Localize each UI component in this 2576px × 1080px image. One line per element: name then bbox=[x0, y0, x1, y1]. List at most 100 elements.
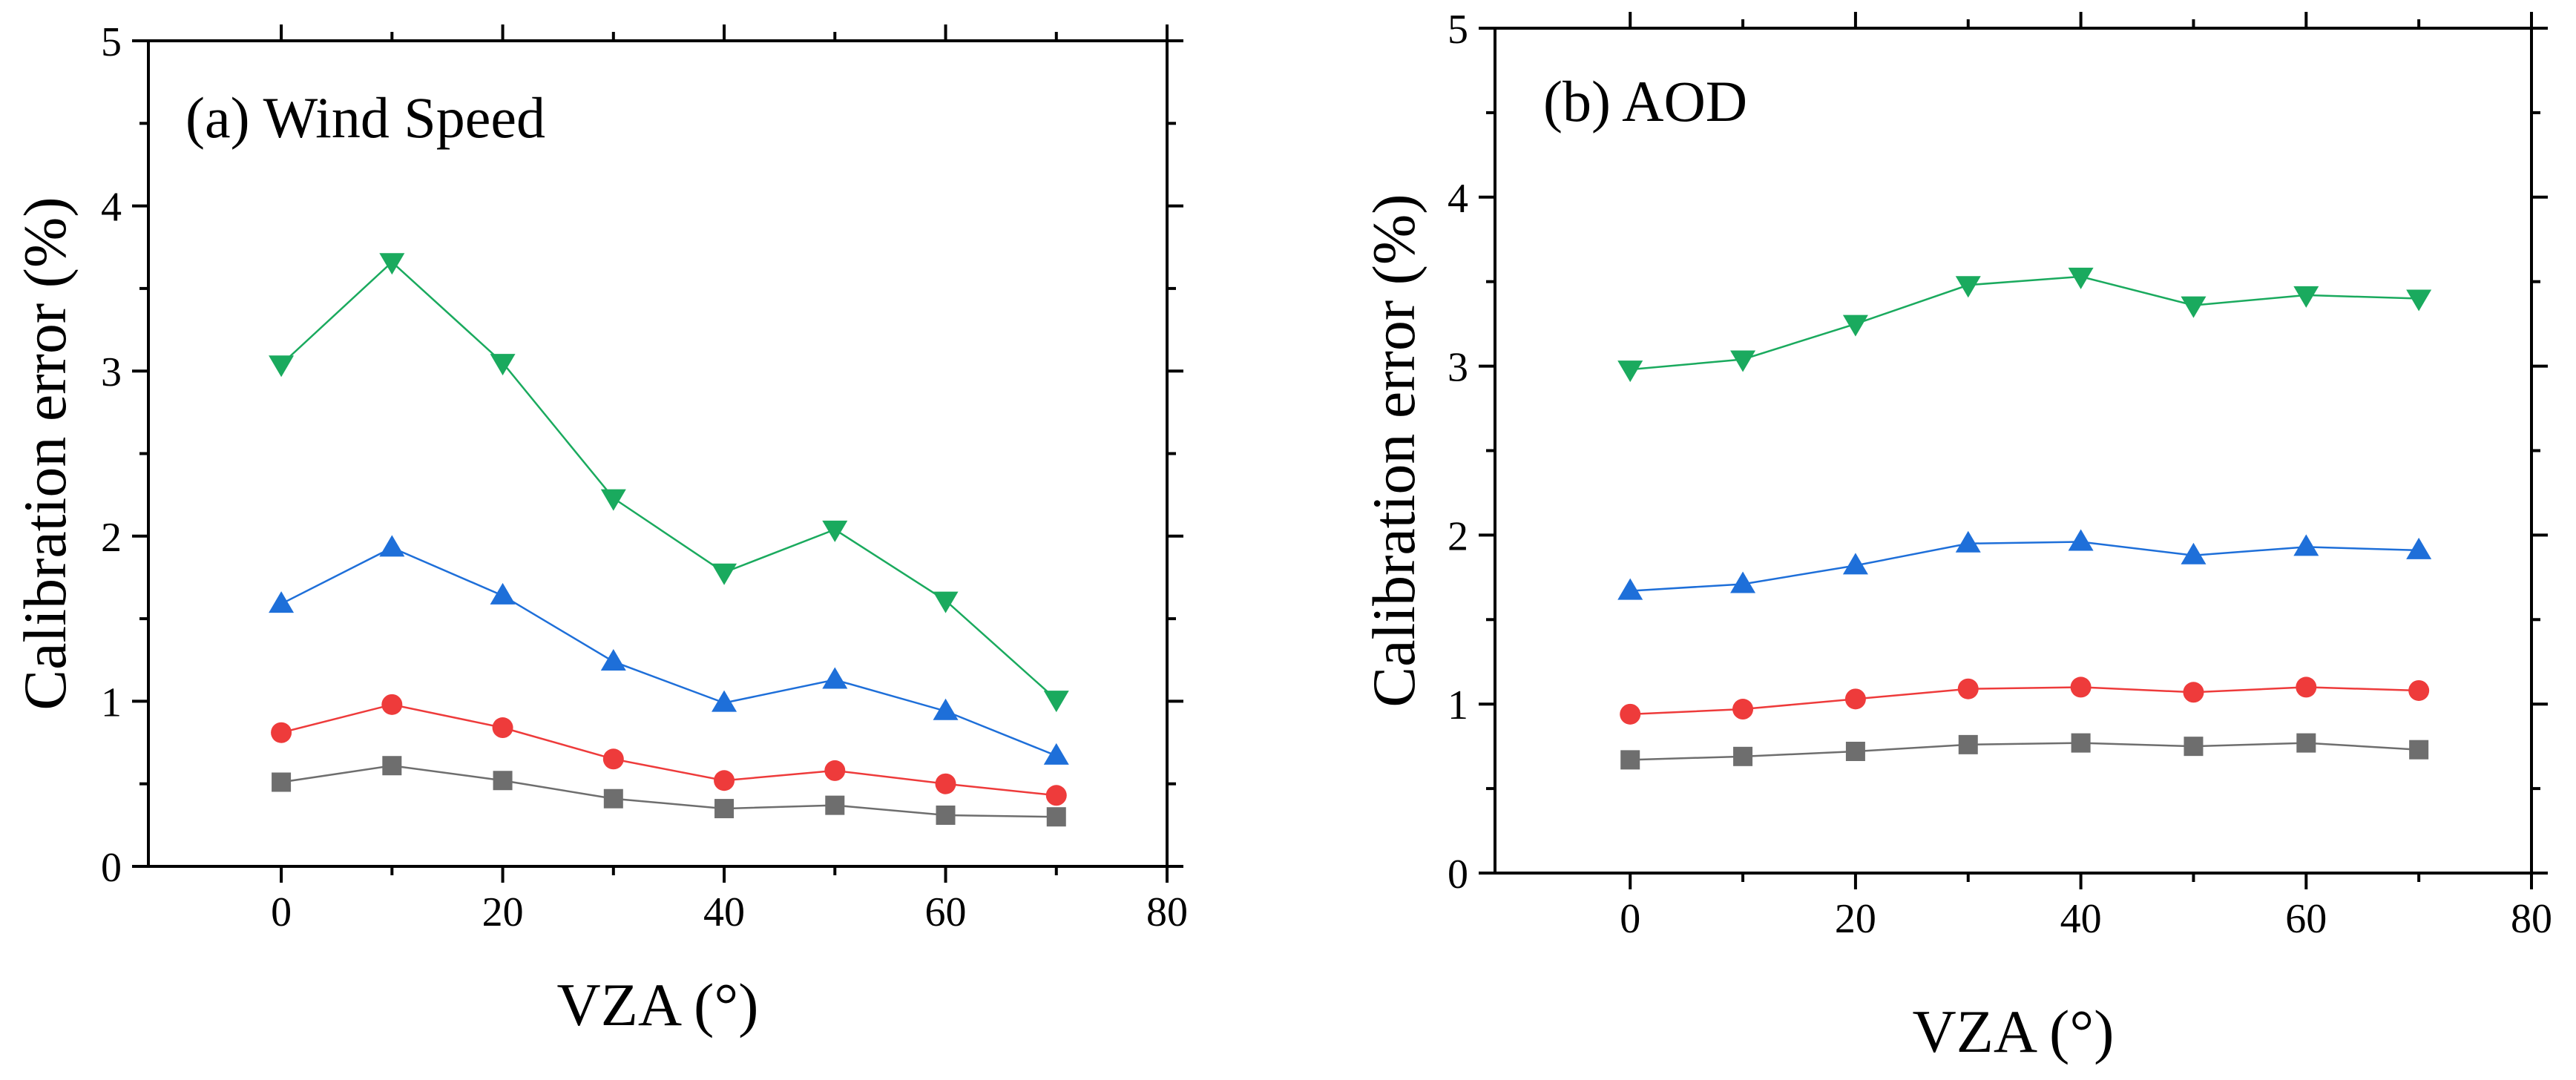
data-point-gray bbox=[1845, 741, 1865, 761]
y-tick-label: 5 bbox=[1448, 7, 1468, 53]
data-point-green bbox=[2406, 289, 2432, 312]
x-tick-label: 40 bbox=[2060, 896, 2102, 942]
data-point-blue bbox=[712, 690, 737, 712]
data-point-red bbox=[1045, 785, 1067, 806]
data-point-gray bbox=[272, 772, 292, 792]
data-point-gray bbox=[603, 788, 623, 809]
data-point-gray bbox=[1046, 807, 1066, 827]
data-point-blue bbox=[1043, 742, 1069, 765]
data-point-green bbox=[1730, 350, 1756, 372]
data-point-green bbox=[2181, 296, 2207, 318]
y-tick-label: 1 bbox=[101, 679, 122, 725]
data-point-red bbox=[2408, 679, 2430, 701]
series-line-green bbox=[280, 260, 1057, 701]
y-tick-label: 0 bbox=[101, 845, 122, 891]
y-axis-title: Calibration error (%) bbox=[11, 197, 79, 710]
data-point-blue bbox=[1842, 553, 1868, 575]
data-point-gray bbox=[1620, 750, 1640, 770]
y-axis-title: Calibration error (%) bbox=[1360, 194, 1427, 707]
y-tick-label: 3 bbox=[101, 349, 122, 395]
data-point-gray bbox=[382, 756, 402, 776]
data-point-green bbox=[269, 355, 295, 378]
data-point-green bbox=[600, 489, 626, 511]
data-point-blue bbox=[2406, 537, 2432, 559]
data-point-blue bbox=[379, 535, 405, 557]
y-tick-label: 2 bbox=[101, 515, 122, 561]
data-point-green bbox=[1617, 360, 1643, 383]
data-point-green bbox=[712, 563, 737, 585]
x-tick-label: 80 bbox=[1146, 889, 1188, 935]
data-point-red bbox=[1732, 699, 1754, 720]
data-point-blue bbox=[2181, 542, 2207, 564]
data-point-blue bbox=[490, 582, 516, 605]
data-point-gray bbox=[1733, 746, 1753, 766]
data-point-gray bbox=[825, 795, 845, 815]
series-line-green bbox=[1630, 275, 2419, 371]
data-point-blue bbox=[600, 648, 626, 671]
data-point-green bbox=[1043, 691, 1069, 713]
data-point-red bbox=[2183, 682, 2204, 703]
series-line-red bbox=[1630, 686, 2419, 716]
data-point-gray bbox=[2184, 737, 2204, 757]
data-point-blue bbox=[2068, 529, 2094, 551]
plot-frame bbox=[147, 39, 1169, 868]
x-tick-label: 20 bbox=[1835, 896, 1876, 942]
data-point-green bbox=[933, 591, 959, 613]
data-point-red bbox=[1620, 703, 1641, 725]
y-tick-label: 0 bbox=[1448, 852, 1468, 898]
data-point-blue bbox=[269, 591, 295, 613]
data-point-red bbox=[602, 748, 624, 770]
data-point-green bbox=[1842, 315, 1868, 337]
data-point-green bbox=[822, 520, 848, 542]
data-point-gray bbox=[493, 771, 513, 791]
series-line-gray bbox=[1630, 742, 2419, 761]
x-tick-label: 80 bbox=[2511, 896, 2552, 942]
y-tick-label: 5 bbox=[101, 19, 122, 65]
data-point-gray bbox=[1958, 734, 1978, 754]
panel-aod: 0 20 40 60 80 0 1 2 3 4 5 VZA (°) Calibration error … bbox=[1360, 7, 2552, 1065]
data-point-red bbox=[381, 694, 403, 715]
data-point-blue bbox=[2293, 534, 2319, 556]
data-point-red bbox=[935, 773, 956, 794]
data-point-red bbox=[2070, 676, 2092, 698]
data-point-red bbox=[1957, 678, 1979, 699]
data-point-red bbox=[714, 770, 735, 791]
data-point-blue bbox=[822, 667, 848, 689]
y-tick-label: 4 bbox=[101, 185, 122, 231]
panel-title: (b) AOD bbox=[1543, 69, 1747, 134]
data-point-red bbox=[1844, 688, 1866, 710]
data-point-red bbox=[824, 760, 846, 781]
series-line-blue bbox=[1630, 541, 2419, 592]
x-tick-label: 40 bbox=[703, 889, 745, 935]
series-line-red bbox=[280, 703, 1057, 797]
data-point-red bbox=[492, 717, 513, 739]
data-point-gray bbox=[2296, 733, 2316, 753]
data-point-gray bbox=[714, 799, 735, 819]
x-axis-title: VZA (°) bbox=[1913, 998, 2115, 1065]
x-tick-label: 60 bbox=[2285, 896, 2327, 942]
x-tick-label: 60 bbox=[925, 889, 967, 935]
data-point-gray bbox=[2409, 740, 2429, 760]
data-point-blue bbox=[1617, 578, 1643, 600]
y-tick-label: 4 bbox=[1448, 176, 1468, 222]
x-tick-label: 0 bbox=[271, 889, 292, 935]
panel-wind-speed: 0 20 40 60 80 0 1 2 3 4 5 VZA (°) Calibration error … bbox=[11, 19, 1188, 1038]
data-point-blue bbox=[1730, 571, 1756, 593]
data-point-blue bbox=[933, 698, 959, 720]
panel-title: (a) Wind Speed bbox=[185, 85, 545, 150]
data-point-blue bbox=[1955, 530, 1981, 553]
x-tick-label: 0 bbox=[1620, 896, 1640, 942]
y-tick-label: 1 bbox=[1448, 682, 1468, 728]
y-tick-label: 2 bbox=[1448, 513, 1468, 559]
data-point-red bbox=[271, 722, 292, 743]
data-point-green bbox=[490, 354, 516, 376]
data-point-gray bbox=[2071, 733, 2091, 753]
data-point-red bbox=[2296, 676, 2317, 698]
data-point-green bbox=[2293, 286, 2319, 308]
x-tick-label: 20 bbox=[482, 889, 524, 935]
x-axis-title: VZA (°) bbox=[557, 971, 759, 1038]
data-point-green bbox=[379, 253, 405, 275]
series-line-blue bbox=[280, 547, 1057, 757]
data-point-green bbox=[1955, 276, 1981, 298]
